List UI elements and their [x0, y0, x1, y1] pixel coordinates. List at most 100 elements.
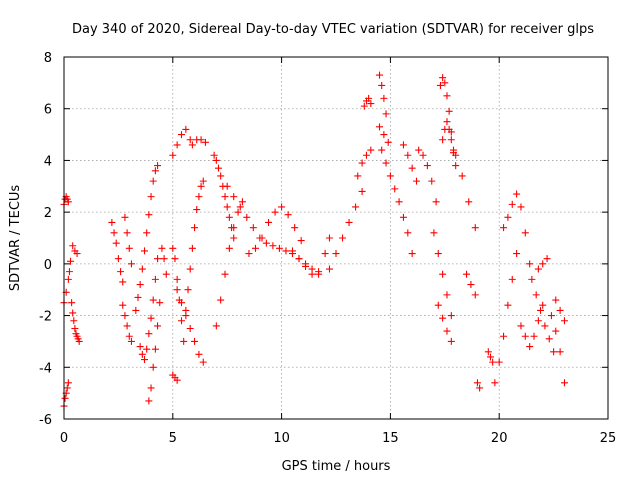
data-point [64, 198, 72, 206]
data-point [439, 74, 447, 82]
y-tick-label: 6 [44, 103, 52, 118]
data-point [195, 350, 203, 358]
data-point [541, 322, 549, 330]
data-point [149, 177, 157, 185]
data-point [195, 193, 203, 201]
data-point [526, 260, 534, 268]
data-point [556, 348, 564, 356]
data-point [262, 239, 270, 247]
data-point [404, 229, 412, 237]
data-point [169, 151, 177, 159]
data-point [127, 337, 135, 345]
data-point [64, 275, 72, 283]
data-point [110, 229, 118, 237]
data-point [450, 146, 458, 154]
data-point [68, 299, 76, 307]
series-track-at [552, 296, 568, 325]
data-point [173, 376, 181, 384]
data-point [288, 247, 296, 255]
data-point [500, 224, 508, 232]
data-point [212, 322, 220, 330]
data-point [136, 281, 144, 289]
data-point [212, 156, 220, 164]
data-point [367, 100, 375, 108]
data-point [376, 123, 384, 131]
data-point [395, 198, 403, 206]
data-point [147, 314, 155, 322]
x-tick-labels: 0 5 10 15 20 25 [60, 431, 616, 446]
series-track-ao [500, 190, 534, 268]
data-point [530, 332, 538, 340]
data-point [221, 270, 229, 278]
series-track-af [436, 74, 458, 157]
data-point [151, 167, 159, 175]
data-point [384, 138, 392, 146]
data-point [123, 229, 131, 237]
data-point [432, 198, 440, 206]
data-point [73, 250, 81, 258]
data-point [138, 265, 146, 273]
x-tick-label: 20 [491, 431, 508, 446]
data-point [182, 125, 190, 133]
data-point [171, 255, 179, 263]
data-point [149, 296, 157, 304]
data-point [408, 164, 416, 172]
series-track-b [60, 379, 72, 410]
data-point [191, 337, 199, 345]
data-point [386, 172, 394, 180]
data-point [362, 151, 370, 159]
data-point [201, 138, 209, 146]
series-track-r [188, 136, 209, 149]
data-point [504, 213, 512, 221]
data-point [162, 270, 170, 278]
data-point [138, 350, 146, 358]
data-point [532, 291, 540, 299]
series-track-i [132, 162, 162, 314]
chart-title: Day 340 of 2020, Sidereal Day-to-day VTE… [72, 22, 594, 37]
data-point [552, 327, 560, 335]
series-track-al [473, 379, 484, 392]
data-point [178, 131, 186, 139]
series-track-o [169, 244, 188, 345]
series-track-m [169, 371, 181, 384]
data-point [214, 164, 222, 172]
data-point [378, 146, 386, 154]
data-point [308, 270, 316, 278]
data-point [434, 250, 442, 258]
data-point [199, 177, 207, 185]
data-point [186, 265, 194, 273]
data-point [230, 193, 238, 201]
data-point [539, 260, 547, 268]
series-track-h [119, 301, 135, 345]
data-point [188, 244, 196, 252]
data-point [217, 172, 225, 180]
data-point [193, 206, 201, 214]
data-point [210, 151, 218, 159]
data-point [463, 270, 471, 278]
data-point [345, 218, 353, 226]
data-point [217, 296, 225, 304]
series-track-ac [378, 146, 416, 258]
data-point [332, 250, 340, 258]
data-point [452, 162, 460, 170]
data-point [127, 260, 135, 268]
data-point [447, 312, 455, 320]
data-point [197, 136, 205, 144]
data-point [265, 218, 273, 226]
data-point [352, 203, 360, 211]
data-point [380, 94, 388, 102]
data-point [173, 275, 181, 283]
data-point [121, 312, 129, 320]
data-point [282, 247, 290, 255]
data-point [376, 71, 384, 79]
data-point [251, 244, 259, 252]
data-point [439, 136, 447, 144]
data-point [223, 182, 231, 190]
series-track-ah [430, 229, 455, 320]
data-point [382, 159, 390, 167]
data-point [358, 187, 366, 195]
data-point [184, 286, 192, 294]
x-tick-label: 15 [382, 431, 399, 446]
data-point [508, 200, 516, 208]
data-point [141, 247, 149, 255]
